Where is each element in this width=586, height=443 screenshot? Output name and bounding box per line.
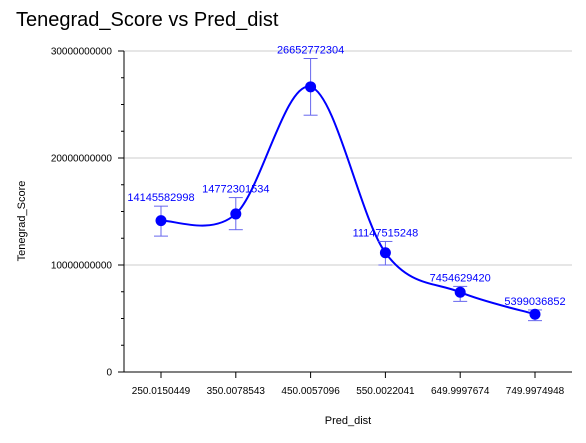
data-label: 5399036852 bbox=[504, 296, 565, 308]
data-points bbox=[155, 81, 541, 320]
data-point bbox=[454, 286, 466, 298]
chart-title: Tenegrad_Score vs Pred_dist bbox=[16, 9, 279, 31]
data-label: 14145582998 bbox=[127, 192, 194, 204]
data-point bbox=[230, 208, 242, 220]
data-point bbox=[305, 81, 317, 93]
x-tick-label: 649.9997674 bbox=[431, 386, 490, 397]
data-point bbox=[155, 215, 167, 227]
x-axis-label: Pred_dist bbox=[325, 415, 371, 427]
x-tick-label: 749.9974948 bbox=[506, 386, 565, 397]
data-label: 7454629420 bbox=[430, 272, 491, 284]
x-tick-label: 550.0022041 bbox=[356, 386, 415, 397]
y-tick-label: 10000000000 bbox=[51, 261, 113, 272]
data-label: 14772301534 bbox=[202, 184, 269, 196]
data-label: 11147515248 bbox=[353, 227, 419, 239]
x-tick-label: 250.0150449 bbox=[132, 386, 191, 397]
data-label: 26652772304 bbox=[277, 44, 344, 56]
x-axis-ticks: 250.0150449 350.0078543 450.0057096 550.002… bbox=[132, 372, 565, 397]
data-labels: 14145582998 14772301534 26652772304 1114751… bbox=[127, 44, 565, 307]
x-tick-label: 350.0078543 bbox=[207, 386, 266, 397]
data-point bbox=[379, 247, 391, 259]
axes bbox=[123, 51, 572, 373]
y-axis-ticks: 0 10000000000 20000000000 30000000000 bbox=[51, 47, 124, 379]
y-tick-label: 30000000000 bbox=[51, 47, 113, 58]
y-tick-label: 0 bbox=[106, 368, 112, 379]
y-tick-label: 20000000000 bbox=[51, 154, 113, 165]
x-tick-label: 450.0057096 bbox=[281, 386, 340, 397]
data-point bbox=[529, 308, 541, 320]
y-axis-label: Tenegrad_Score bbox=[16, 181, 28, 262]
